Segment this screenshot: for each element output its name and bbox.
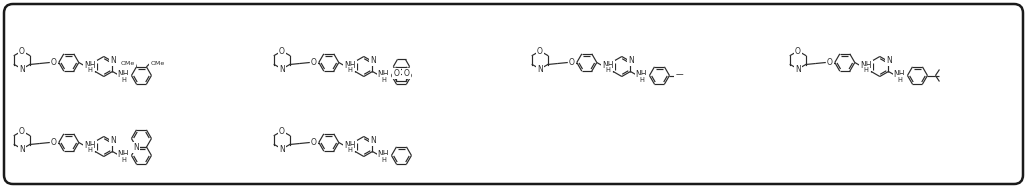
Text: H: H [121,77,126,83]
Text: NH: NH [893,70,905,79]
Text: —: — [676,70,683,79]
Text: N: N [370,56,376,65]
Text: NH: NH [84,141,96,150]
Text: O: O [20,127,25,136]
Text: N: N [279,64,284,74]
Text: NH: NH [378,150,389,159]
Text: N: N [110,56,116,65]
Text: H: H [121,156,126,162]
Text: NH: NH [84,61,96,70]
Text: NH: NH [636,70,647,79]
Text: O: O [311,58,316,67]
Text: N: N [279,145,284,153]
Text: H: H [606,67,611,74]
Text: O: O [51,138,56,147]
Text: OMe: OMe [120,61,135,66]
Text: N: N [537,64,543,74]
Text: NH: NH [344,61,355,70]
Text: NH: NH [602,61,613,70]
Text: NH: NH [344,141,355,150]
Text: H: H [348,67,352,74]
Text: O: O [569,58,575,67]
Text: NH: NH [118,70,129,79]
Text: H: H [381,156,386,162]
Text: H: H [88,148,92,153]
Text: O: O [51,58,56,67]
Text: H: H [640,77,644,83]
Text: NH: NH [860,61,872,70]
Text: O: O [20,46,25,55]
Text: H: H [381,77,386,83]
Text: O: O [279,127,284,136]
Text: NH: NH [118,150,129,159]
Text: O: O [827,58,833,67]
Text: H: H [348,148,352,153]
Text: O: O [393,69,400,78]
Text: N: N [110,136,116,145]
Text: OMe: OMe [150,61,164,66]
Text: O: O [404,69,410,78]
Text: N: N [795,64,801,74]
Text: O: O [795,46,801,55]
Text: H: H [864,67,869,74]
Text: N: N [886,56,891,65]
Text: O: O [311,138,316,147]
Text: N: N [370,136,376,145]
Text: H: H [88,67,92,74]
Text: N: N [134,143,140,152]
Text: NH: NH [378,70,389,79]
Text: N: N [629,56,634,65]
FancyBboxPatch shape [4,4,1023,184]
Text: O: O [537,46,543,55]
Text: H: H [898,77,903,83]
Text: N: N [20,145,25,153]
Text: O: O [279,46,284,55]
Text: N: N [20,64,25,74]
